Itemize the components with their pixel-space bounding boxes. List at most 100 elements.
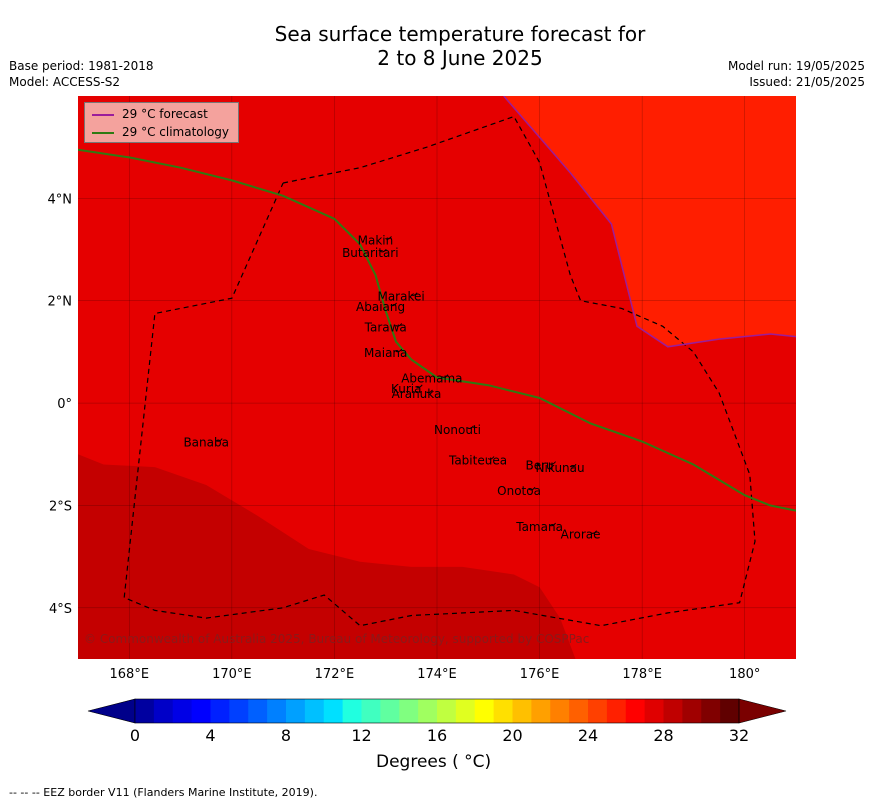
island-label: Tamana	[515, 520, 563, 534]
island-outline	[390, 302, 397, 307]
colorbar-segment	[229, 699, 249, 723]
island-outline	[380, 248, 387, 253]
island-label: Nikunau	[536, 461, 585, 475]
model-text: Model: ACCESS-S2	[9, 75, 121, 89]
island-label: Nonouti	[434, 423, 481, 437]
model-run-text: Model run: 19/05/2025	[727, 59, 865, 73]
colorbar-segment	[342, 699, 362, 723]
island-label: Marakei	[377, 290, 424, 304]
title-line-2: 2 to 8 June 2025	[377, 46, 543, 70]
run-issue-info: Model run: 19/05/2025 Issued: 21/05/2025	[728, 58, 865, 90]
lon-tick-label: 170°E	[212, 667, 252, 682]
island-outline	[549, 522, 556, 527]
legend-label-climatology: 29 °C climatology	[122, 125, 230, 139]
colorbar: 0 4 8 12 16 20 24 28 32	[87, 698, 787, 745]
colorbar-tick-label: 32	[729, 726, 749, 745]
island-label: Kuria	[391, 382, 422, 396]
colorbar-outline	[134, 698, 740, 724]
island-label: Maiana	[364, 346, 407, 360]
map-legend: 29 °C forecast 29 °C climatology	[84, 102, 239, 143]
lon-tick-label: 180°	[729, 667, 760, 682]
legend-swatch-climatology	[92, 131, 114, 134]
colorbar-segment	[550, 699, 570, 723]
island-outline	[410, 292, 418, 296]
colorbar-segment	[361, 699, 381, 723]
island-outline	[467, 425, 474, 429]
sst-cool-region	[78, 454, 576, 659]
island-label: Aranuka	[392, 387, 442, 401]
copyright-notice: © Commonwealth of Australia 2025, Bureau…	[84, 632, 590, 646]
colorbar-segment	[625, 699, 646, 723]
colorbar-segment	[512, 699, 532, 723]
island-outline	[395, 323, 403, 327]
latitude-tick-labels: 4°N 2°N 0° 2°S 4°S	[48, 192, 73, 616]
lat-tick-label: 2°S	[49, 499, 72, 514]
lon-tick-label: 176°E	[520, 667, 560, 682]
colorbar-segment	[720, 699, 740, 723]
colorbar-tick-label: 16	[427, 726, 447, 745]
colorbar-segment	[569, 699, 589, 723]
colorbar-segment	[418, 699, 438, 723]
legend-item-climatology: 29 °C climatology	[92, 124, 229, 140]
colorbar-segment	[304, 699, 325, 723]
lat-tick-label: 4°S	[49, 602, 72, 617]
colorbar-tick-label: 28	[653, 726, 673, 745]
colorbar-segment	[455, 699, 476, 723]
lat-tick-label: 0°	[57, 397, 72, 412]
island-outline	[528, 486, 536, 491]
colorbar-segment	[191, 699, 211, 723]
colorbar-segment	[644, 699, 664, 723]
island-label: Abaiang	[356, 300, 405, 314]
sst-warm-region	[503, 96, 796, 347]
colorbar-segment	[210, 699, 230, 723]
colorbar-tick-label: 24	[578, 726, 598, 745]
base-model-info: Base period: 1981-2018 Model: ACCESS-S2	[9, 58, 154, 90]
island-label: Abemama	[401, 372, 462, 386]
island-outline	[487, 456, 495, 460]
colorbar-segment	[399, 699, 419, 723]
eez-border	[123, 115, 756, 627]
lat-tick-label: 4°N	[48, 192, 73, 207]
colorbar-segment	[663, 699, 683, 723]
island-outline	[395, 348, 403, 353]
forecast-29-contour	[503, 96, 796, 348]
colorbar-segment	[153, 699, 174, 723]
legend-swatch-forecast	[92, 113, 114, 116]
island-label: Butaritari	[342, 246, 399, 260]
colorbar-segment	[135, 699, 155, 723]
island-outline	[590, 530, 597, 534]
legend-label-forecast: 29 °C forecast	[122, 107, 208, 121]
colorbar-segment	[323, 699, 344, 723]
longitude-tick-labels: 168°E 170°E 172°E 174°E 176°E 178°E 180°	[110, 667, 761, 682]
colorbar-tick-label: 0	[130, 726, 140, 745]
island-outline	[215, 438, 223, 442]
climatology-29-contour	[78, 148, 796, 512]
island-outline	[415, 384, 423, 389]
colorbar-over-arrow	[738, 698, 787, 724]
colorbar-segment	[172, 699, 193, 723]
eez-source-note: -- -- -- EEZ border V11 (Flanders Marine…	[9, 786, 318, 799]
lon-tick-label: 178°E	[622, 667, 662, 682]
colorbar-segment	[682, 699, 702, 723]
colorbar-segment	[286, 699, 306, 723]
island-label: Tabiteuea	[448, 454, 507, 468]
colorbar-segment	[531, 699, 551, 723]
island-label: Makin	[358, 233, 394, 247]
issued-text: Issued: 21/05/2025	[749, 75, 865, 89]
colorbar-tick-label: 4	[205, 726, 215, 745]
lon-tick-label: 168°E	[110, 667, 150, 682]
island-outline	[426, 389, 433, 394]
island-outline	[385, 236, 392, 240]
colorbar-segment	[606, 699, 627, 723]
island-label: Tarawa	[364, 320, 407, 334]
colorbar-segment	[493, 699, 513, 723]
colorbar-segment	[588, 699, 608, 723]
colorbar-tick-label: 8	[281, 726, 291, 745]
legend-item-forecast: 29 °C forecast	[92, 106, 208, 122]
lat-tick-label: 2°N	[48, 295, 73, 310]
island-label: Beru	[525, 459, 553, 473]
colorbar-segment	[474, 699, 495, 723]
colorbar-segment	[248, 699, 268, 723]
